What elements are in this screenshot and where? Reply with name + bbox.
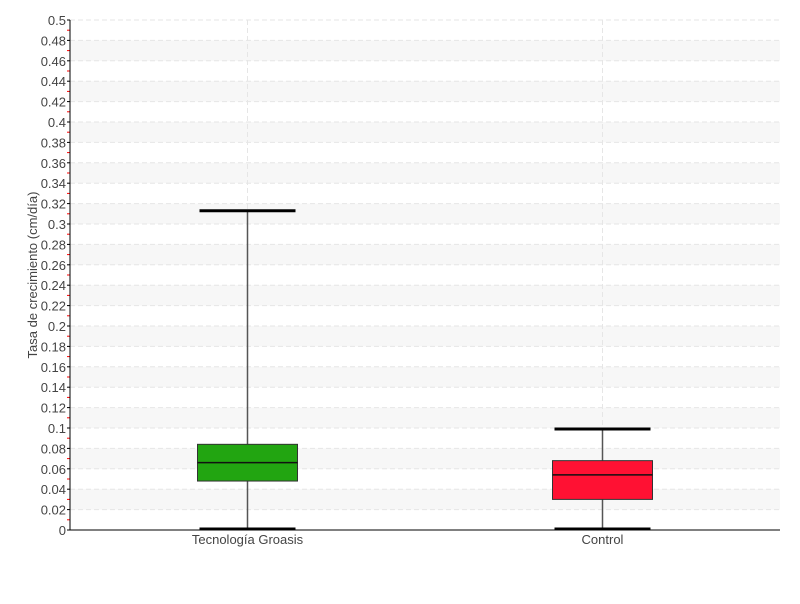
y-tick-label: 0.06 — [41, 462, 66, 477]
y-tick-label: 0.14 — [41, 380, 66, 395]
background-band — [70, 162, 780, 184]
y-tick-label: 0.42 — [41, 95, 66, 110]
y-tick-label: 0.38 — [41, 135, 66, 150]
box-iqr — [552, 460, 653, 500]
background-band — [70, 407, 780, 428]
y-tick-label: 0.1 — [48, 421, 66, 436]
y-tick-label: 0.44 — [41, 74, 66, 89]
x-tick-label: Tecnología Groasis — [192, 532, 304, 547]
x-tick-label: Control — [582, 532, 624, 547]
background-band — [70, 40, 780, 61]
box-0 — [197, 209, 298, 531]
y-tick-label: 0.26 — [41, 258, 66, 273]
background-band — [70, 122, 780, 143]
background-band — [70, 366, 780, 388]
background-band — [70, 285, 780, 306]
y-tick-label: 0.34 — [41, 176, 66, 191]
y-tick-label: 0.18 — [41, 339, 66, 354]
y-tick-label: 0.16 — [41, 360, 66, 375]
gridlines — [70, 19, 780, 530]
x-axis-labels: Tecnología Groasis Control — [192, 532, 624, 547]
y-tick-label: 0.22 — [41, 299, 66, 314]
y-tick-label: 0.3 — [48, 217, 66, 232]
y-tick-label: 0.46 — [41, 54, 66, 69]
box-1 — [552, 427, 653, 531]
y-tick-label: 0.4 — [48, 115, 66, 130]
y-tick-label: 0 — [59, 523, 66, 538]
y-tick-label: 0.5 — [48, 13, 66, 28]
background-band — [70, 489, 780, 510]
background-band — [70, 203, 780, 224]
background-bands — [70, 40, 780, 510]
y-tick-label: 0.48 — [41, 33, 66, 48]
y-tick-label: 0.02 — [41, 503, 66, 518]
background-band — [70, 244, 780, 265]
y-tick-label: 0.12 — [41, 401, 66, 416]
y-tick-label: 0.24 — [41, 278, 66, 293]
boxes — [197, 209, 653, 531]
y-tick-label: 0.28 — [41, 237, 66, 252]
background-band — [70, 448, 780, 469]
y-axis-label: Tasa de crecimiento (cm/día) — [25, 192, 40, 359]
y-tick-label: 0.08 — [41, 441, 66, 456]
y-tick-label: 0.2 — [48, 319, 66, 334]
y-tick-label: 0.36 — [41, 156, 66, 171]
background-band — [70, 326, 780, 347]
y-tick-label: 0.32 — [41, 197, 66, 212]
y-axis-ticks: 0 0.02 0.04 0.06 0.08 0.1 0.12 0.14 0.16 0.18 0.2 0… — [41, 13, 70, 538]
y-tick-label: 0.04 — [41, 482, 66, 497]
background-band — [70, 81, 780, 102]
